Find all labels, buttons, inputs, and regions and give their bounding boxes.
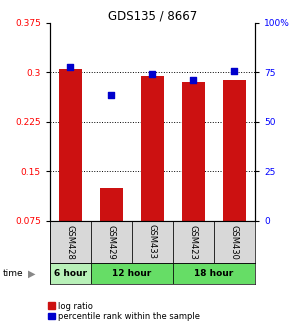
Bar bbox=[182, 82, 205, 221]
Bar bbox=[59, 69, 81, 221]
Text: GSM428: GSM428 bbox=[66, 225, 75, 259]
Text: 18 hour: 18 hour bbox=[194, 269, 234, 278]
Bar bbox=[50, 221, 91, 263]
Text: GSM430: GSM430 bbox=[230, 225, 239, 259]
Point bbox=[191, 77, 196, 83]
Text: GSM423: GSM423 bbox=[189, 225, 198, 259]
Bar bbox=[91, 263, 173, 284]
Bar bbox=[100, 188, 123, 221]
Point bbox=[109, 93, 114, 98]
Text: time: time bbox=[3, 269, 23, 278]
Bar bbox=[141, 76, 163, 221]
Bar bbox=[132, 221, 173, 263]
Bar bbox=[173, 221, 214, 263]
Bar bbox=[91, 221, 132, 263]
Title: GDS135 / 8667: GDS135 / 8667 bbox=[108, 10, 197, 23]
Bar bbox=[214, 221, 255, 263]
Point bbox=[150, 71, 155, 76]
Text: ▶: ▶ bbox=[28, 269, 35, 279]
Bar bbox=[223, 80, 246, 221]
Bar bbox=[50, 263, 91, 284]
Legend: log ratio, percentile rank within the sample: log ratio, percentile rank within the sa… bbox=[48, 301, 200, 321]
Point bbox=[68, 64, 73, 70]
Text: 12 hour: 12 hour bbox=[112, 269, 151, 278]
Text: GSM433: GSM433 bbox=[148, 224, 157, 260]
Text: GSM429: GSM429 bbox=[107, 225, 116, 259]
Bar bbox=[173, 263, 255, 284]
Point bbox=[232, 68, 237, 74]
Text: 6 hour: 6 hour bbox=[54, 269, 87, 278]
